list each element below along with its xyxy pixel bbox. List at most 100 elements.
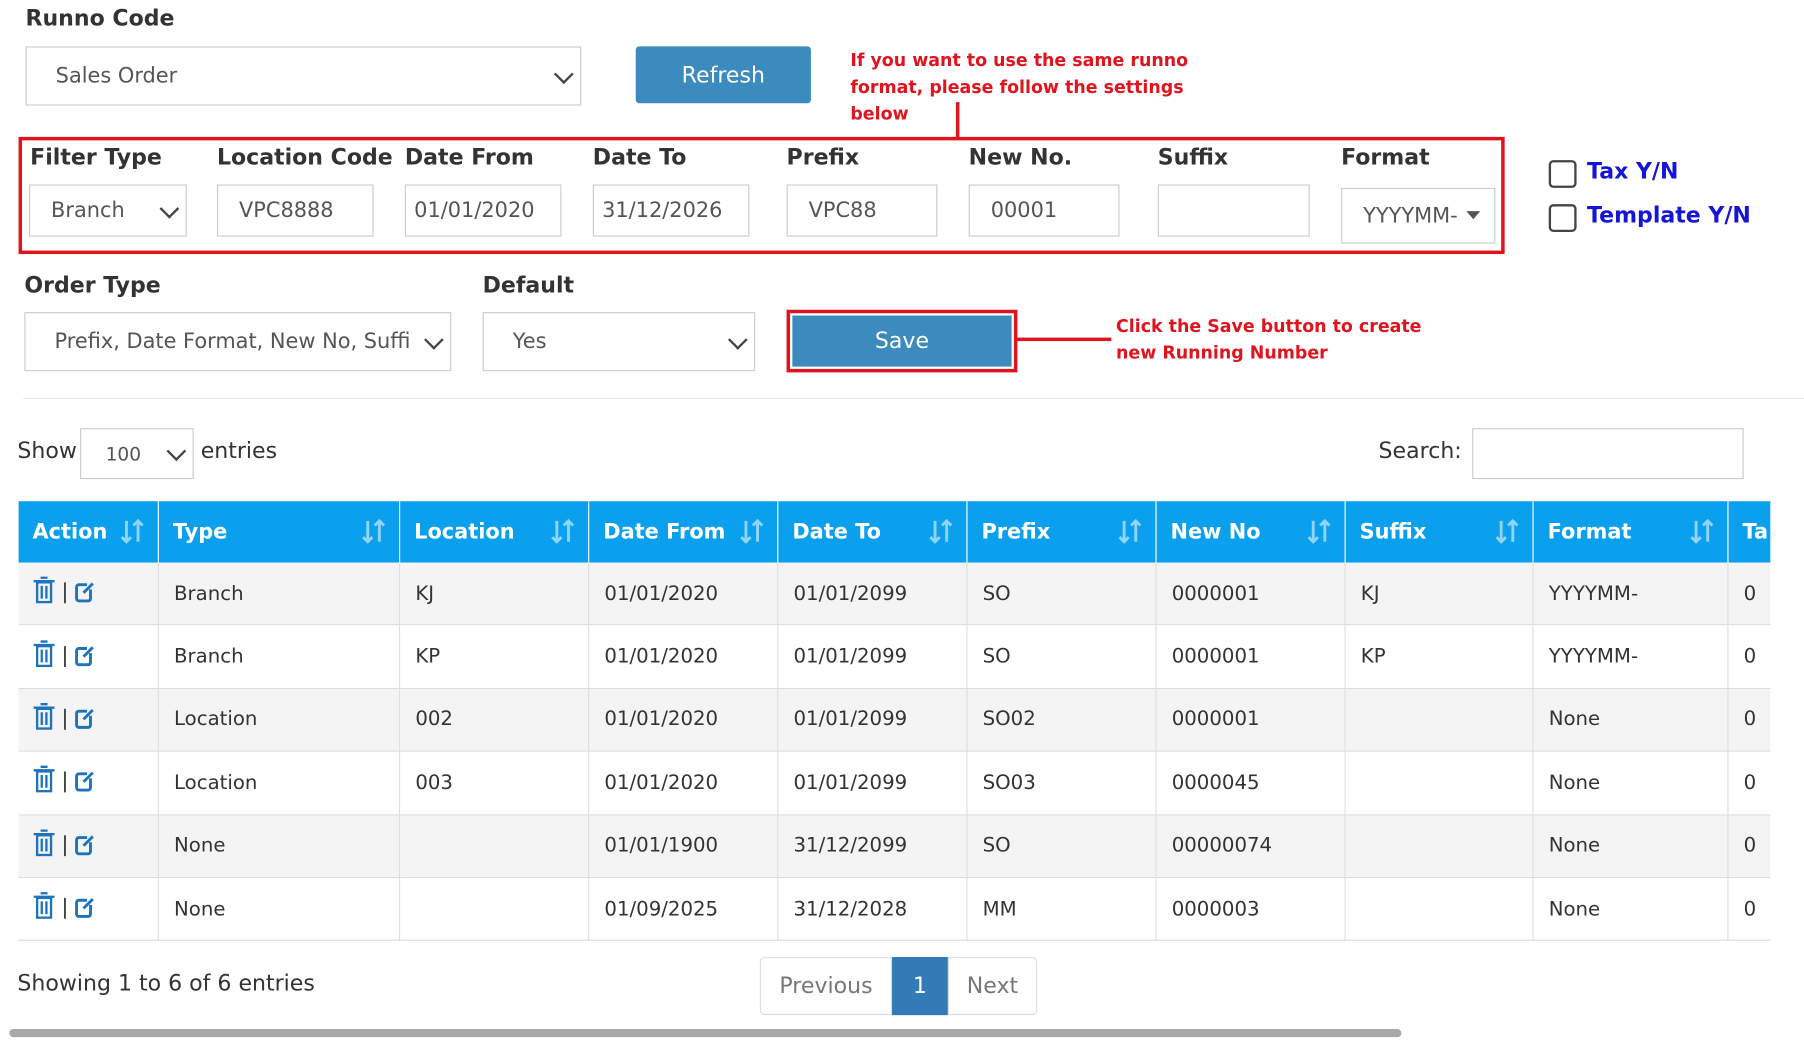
checkbox[interactable] [1548,204,1577,233]
sort-icon [1118,518,1142,550]
table-cell: YYYYMM- [1533,625,1729,689]
input[interactable]: 31/12/2026 [592,184,750,237]
scrollbar[interactable] [9,1029,1402,1038]
table-cell [1345,688,1534,752]
table-info: Showing 1 to 6 of 6 entries [17,971,315,997]
table-cell: None [1533,815,1729,879]
table-cell [1345,878,1534,942]
select-value: Yes [512,329,547,354]
field-label: Filter Type [30,145,162,171]
cell-text: 0000045 [1171,771,1260,795]
column-header[interactable]: Location [400,501,590,563]
column-header[interactable]: Format [1533,501,1729,563]
annotation-line [1016,337,1112,342]
field-label: Default [482,272,575,299]
table-cell: 31/12/2028 [778,878,968,942]
cell-text: 0 [1743,582,1757,606]
checkbox[interactable] [1548,160,1577,188]
field-value: YYYYMM- [1363,203,1458,228]
table-cell: 0 [1728,751,1771,816]
field-label: Date To [592,145,687,171]
select[interactable]: YYYYMM- [1341,187,1496,244]
chevron [424,329,444,350]
cell-text: 0 [1743,834,1757,858]
field-label: Prefix [786,145,860,171]
table-cell: 01/01/2099 [778,751,968,816]
sort-icon [1495,518,1519,550]
column-header[interactable]: Suffix [1345,501,1534,563]
cell-text: 003 [415,771,453,795]
action-icons[interactable] [30,576,95,612]
action-cell [18,688,159,752]
divider [23,397,1804,400]
table-cell: 01/01/2099 [778,625,968,689]
column-header[interactable]: Action [18,501,159,563]
sort-icon [929,518,953,550]
table-cell: 0 [1728,688,1771,752]
table-cell: None [158,815,401,879]
cell-text: Branch [174,645,244,669]
table-cell: Location [158,688,401,752]
action-icons[interactable] [30,639,95,675]
input[interactable]: 01/01/2020 [404,184,562,237]
action-icons[interactable] [30,828,95,864]
page-button[interactable]: 1 [892,957,948,1016]
select-value: Sales Order [55,63,178,89]
table-cell: 0 [1728,625,1771,689]
column-header[interactable]: Ta [1728,501,1771,563]
table-cell: None [1533,688,1729,752]
table-cell: SO [967,815,1157,879]
column-header[interactable]: Date To [778,501,968,563]
entries-select[interactable]: 100 [80,428,194,480]
field-label: Format [1341,145,1430,171]
table-cell: 0000001 [1156,625,1346,689]
default-select[interactable]: Yes [482,312,756,372]
input[interactable]: VPC88 [786,184,938,237]
action-cell [18,815,159,879]
cell-text: None [1548,834,1601,858]
cell-text: 01/01/2099 [793,771,908,795]
table-cell: 01/01/2020 [589,688,779,752]
table-cell: 01/01/2020 [589,562,779,626]
order-type-select[interactable]: Prefix, Date Format, New No, Suffi [24,312,452,372]
sort-icon [362,518,386,550]
column-header[interactable]: New No [1156,501,1346,563]
refresh-button[interactable]: Refresh [635,46,811,104]
column-header[interactable]: Prefix [967,501,1157,563]
table-cell: 01/09/2025 [589,878,779,942]
table-cell [1345,815,1534,879]
field-label: Date From [404,145,534,171]
table-cell [1345,751,1534,816]
next-button[interactable]: Next [947,957,1038,1016]
input[interactable] [1157,184,1310,237]
cell-text: 002 [415,708,453,732]
table-cell: KJ [400,562,590,626]
save-button[interactable]: Save [792,315,1012,367]
table-cell: MM [967,878,1157,942]
sort-icon [1307,518,1331,550]
header-text: Date To [792,519,882,545]
cell-text: 0 [1743,771,1757,795]
previous-button[interactable]: Previous [759,957,893,1016]
input[interactable]: VPC8888 [216,184,374,237]
action-icons[interactable] [30,765,95,801]
field-value: Branch [51,198,125,223]
sort-icon [120,518,144,550]
cell-text: KJ [1360,582,1380,606]
cell-text: KP [1360,645,1386,669]
column-header[interactable]: Date From [589,501,779,563]
runno-select[interactable]: Sales Order [25,46,582,106]
input[interactable]: 00001 [968,184,1120,237]
search-input[interactable] [1472,428,1744,480]
action-icons[interactable] [30,702,95,738]
cell-text: KJ [415,582,435,606]
select[interactable]: Branch [29,184,187,237]
column-header[interactable]: Type [158,501,401,563]
cell-text: 31/12/2028 [793,897,908,921]
cell-text: 01/09/2025 [604,897,719,921]
chevron [159,198,180,219]
cell-text: Location [174,708,258,732]
action-icons[interactable] [30,891,95,927]
cell-text: 0 [1743,897,1757,921]
table-cell: KP [1345,625,1534,689]
